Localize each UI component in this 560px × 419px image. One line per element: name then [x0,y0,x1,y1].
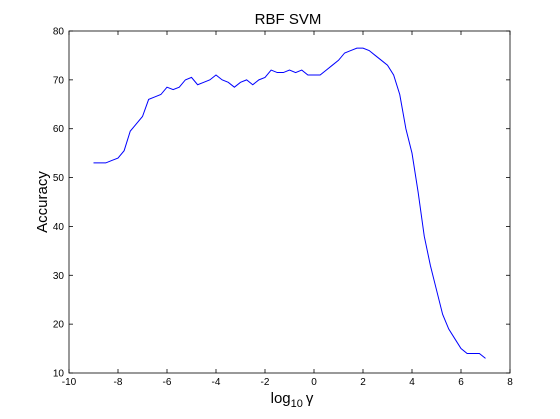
y-tick-label: 60 [53,124,65,135]
x-tick-label: -10 [62,377,77,388]
y-tick-label: 40 [53,222,65,233]
y-axis-ticks: 10 20 30 40 50 60 70 80 [53,27,510,380]
x-axis-label: log10 γ [271,390,314,410]
x-tick-label: -6 [163,377,172,388]
y-tick-label: 10 [53,369,65,380]
x-tick-label: -4 [212,377,221,388]
x-tick-label: -2 [261,377,270,388]
x-tick-label: 4 [409,377,415,388]
x-axis-label-base: log [271,390,291,407]
y-tick-label: 50 [53,173,65,184]
x-tick-label: 2 [360,377,366,388]
y-tick-label: 80 [53,27,65,38]
plot-area [68,30,511,374]
accuracy-line [93,47,486,359]
y-tick-label: 20 [53,320,65,331]
y-tick-label: 70 [53,75,65,86]
x-tick-label: 0 [311,377,317,388]
x-tick-label: 8 [507,377,513,388]
x-tick-label: -8 [114,377,123,388]
x-tick-label: 6 [458,377,464,388]
y-axis-label: Accuracy [34,171,51,233]
x-axis-label-symbol: γ [306,390,314,407]
y-tick-label: 30 [53,271,65,282]
chart-title: RBF SVM [255,11,322,28]
x-axis-ticks: -10 -8 -6 -4 -2 0 2 4 6 8 [62,31,513,388]
x-axis-label-subscript: 10 [291,398,303,410]
